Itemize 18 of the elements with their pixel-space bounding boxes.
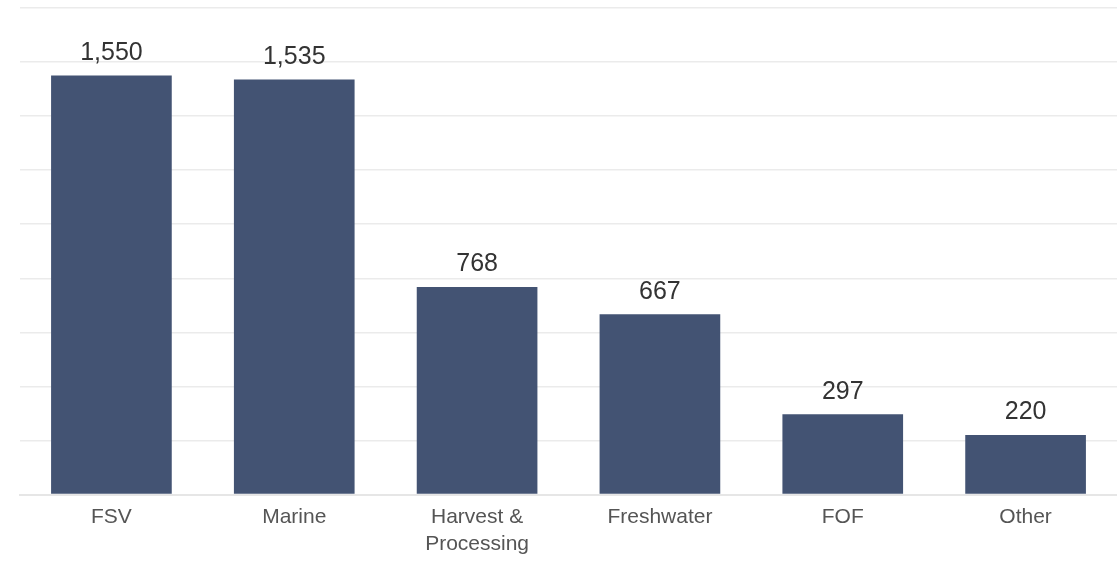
bar bbox=[233, 79, 355, 494]
bar bbox=[599, 314, 721, 494]
bar bbox=[416, 286, 538, 494]
x-tick-label: Other bbox=[999, 504, 1052, 528]
data-label: 768 bbox=[456, 248, 498, 277]
bar bbox=[965, 435, 1086, 494]
bar bbox=[51, 75, 172, 494]
x-tick-label: Freshwater bbox=[607, 504, 713, 528]
data-label: 1,535 bbox=[262, 41, 326, 70]
x-tick-label: Marine bbox=[262, 504, 327, 528]
data-label: 667 bbox=[639, 275, 681, 304]
data-label: 220 bbox=[1004, 396, 1047, 425]
x-tick-label: Harvest & Processing bbox=[425, 504, 530, 554]
x-tick-label: FSV bbox=[90, 504, 132, 528]
bar bbox=[782, 414, 904, 494]
x-tick-label: FOF bbox=[821, 504, 864, 528]
data-label: 1,550 bbox=[80, 36, 143, 65]
data-label: 297 bbox=[821, 375, 864, 404]
